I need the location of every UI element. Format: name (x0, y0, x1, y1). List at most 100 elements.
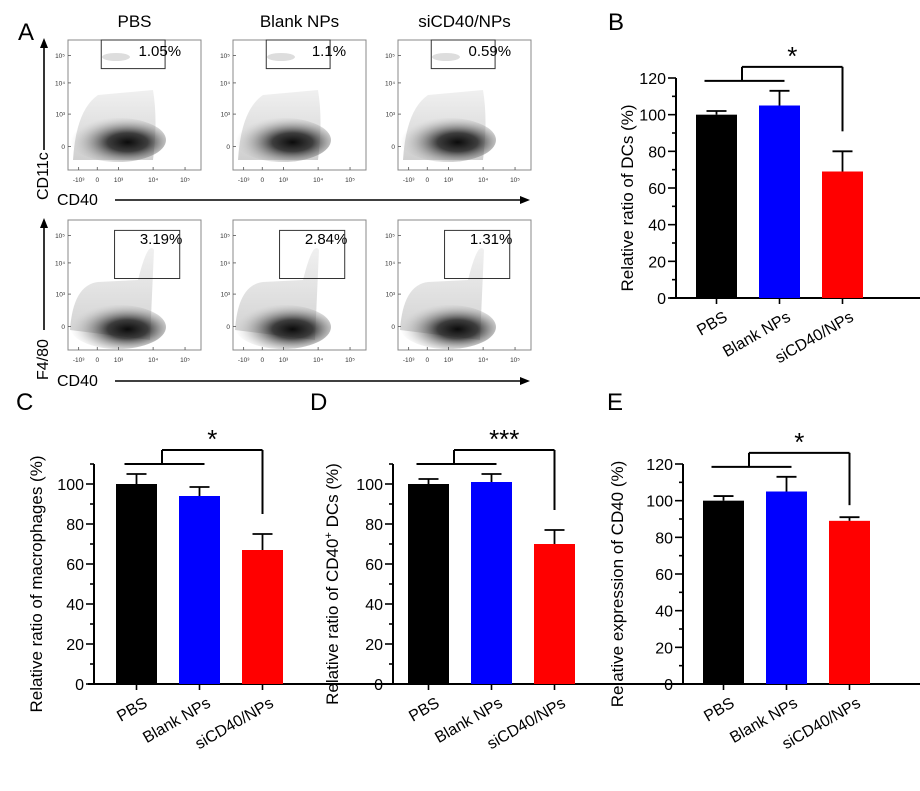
y-tick-label: 120 (639, 71, 666, 88)
y-tick-label: 10⁵ (220, 233, 230, 240)
flow-group-title: siCD40/NPs (418, 12, 511, 31)
significance-stars: *** (489, 424, 519, 454)
x-tick-label: PBS (114, 695, 150, 726)
flow-plot: 10⁵ 10⁴ 10³ 0 -10³ 0 10³ 10⁴ 10⁵ 2.84% (220, 219, 367, 364)
x-tick-label: PBS (406, 695, 442, 726)
x-tick-label: -10³ (403, 357, 415, 364)
y-tick-label: 10³ (221, 292, 231, 299)
flow-plot: 10⁵ 10⁴ 10³ 0 -10³ 0 10³ 10⁴ 10⁵ 1.31% (385, 219, 532, 364)
x-tick-label: 10³ (114, 357, 124, 364)
x-axis-arrowhead-icon (520, 196, 530, 204)
panel-label-c: C (16, 389, 33, 416)
bar-sicd40-nps (534, 544, 575, 684)
bar-pbs (696, 114, 737, 299)
y-tick-label: 10³ (386, 112, 396, 119)
density-core (400, 305, 496, 349)
y-axis-label: Relative ratio of macrophages (%) (27, 455, 46, 712)
flow-plot: 10⁵ 10⁴ 10³ 0 -10³ 0 10³ 10⁴ 10⁵ 1.05% (55, 39, 202, 184)
x-tick-label: 10⁵ (180, 177, 190, 184)
y-tick-label: 40 (66, 597, 84, 614)
flow-group-title: Blank NPs (260, 12, 339, 31)
y-tick-label: 60 (365, 557, 383, 574)
x-tick-label: 10⁴ (148, 357, 158, 364)
significance-stars: * (787, 41, 797, 71)
y-tick-label: 10⁴ (220, 80, 230, 87)
y-tick-label: 20 (655, 640, 673, 657)
x-tick-label: PBS (694, 309, 730, 340)
flow-plot: 10⁵ 10⁴ 10³ 0 -10³ 0 10³ 10⁴ 10⁵ 3.19% (55, 219, 202, 364)
x-tick-label: -10³ (73, 357, 85, 364)
gate-box (430, 39, 496, 70)
y-tick-label: 10³ (386, 292, 396, 299)
y-tick-label: 60 (66, 557, 84, 574)
significance-stars: * (207, 424, 217, 454)
y-tick-label: 20 (648, 254, 666, 271)
x-tick-label: 10³ (444, 177, 454, 184)
x-tick-label: 0 (260, 177, 264, 184)
y-axis-arrowhead-icon (40, 38, 48, 48)
y-tick-label: 10⁵ (385, 53, 395, 60)
bar-pbs (116, 484, 157, 684)
x-tick-label: 10³ (114, 177, 124, 184)
y-tick-label: 10³ (56, 112, 66, 119)
y-tick-label: 0 (61, 324, 65, 331)
gate-percent: 1.05% (139, 43, 182, 60)
y-tick-label: 10⁴ (385, 80, 395, 87)
gate-percent: 1.31% (470, 231, 513, 248)
x-tick-label: 10⁴ (148, 177, 158, 184)
bar-blank-nps (766, 491, 807, 684)
bar-blank-nps (179, 496, 220, 684)
y-tick-label: 10⁴ (55, 260, 65, 267)
x-tick-label: 10³ (444, 357, 454, 364)
bar-sicd40-nps (822, 171, 863, 298)
bar-pbs (408, 484, 449, 684)
bar-blank-nps (759, 105, 800, 298)
panel-label-d: D (310, 389, 327, 416)
y-tick-label: 10⁴ (385, 260, 395, 267)
y-tick-label: 10⁵ (55, 53, 65, 60)
x-tick-label: 0 (260, 357, 264, 364)
bar-sicd40-nps (242, 550, 283, 684)
y-tick-label: 0 (226, 144, 230, 151)
y-tick-label: 0 (391, 144, 395, 151)
x-tick-label: -10³ (73, 177, 85, 184)
x-tick-label: 10⁴ (478, 357, 488, 364)
y-tick-label: 10³ (56, 292, 66, 299)
y-tick-label: 40 (655, 604, 673, 621)
y-tick-label: 60 (648, 181, 666, 198)
y-tick-label: 10⁵ (385, 233, 395, 240)
bar-sicd40-nps (829, 520, 870, 684)
flow-plot: 10⁵ 10⁴ 10³ 0 -10³ 0 10³ 10⁴ 10⁵ 0.59% (385, 39, 532, 184)
x-tick-label: 10⁵ (180, 357, 190, 364)
x-tick-label: 10⁵ (510, 177, 520, 184)
y-tick-label: 80 (655, 530, 673, 547)
x-tick-label: 0 (425, 177, 429, 184)
gate-box (444, 229, 511, 279)
y-tick-label: 100 (639, 108, 666, 125)
x-tick-label: PBS (701, 695, 737, 726)
y-tick-label: 0 (226, 324, 230, 331)
density-core (235, 305, 331, 349)
y-tick-label: 60 (655, 567, 673, 584)
y-axis-label: Relative ratio of DCs (%) (618, 104, 637, 291)
y-tick-label: 10⁵ (55, 233, 65, 240)
x-tick-label: -10³ (403, 177, 415, 184)
significance-stars: * (794, 427, 804, 457)
y-tick-label: 0 (657, 291, 666, 308)
density-gate-cluster (432, 53, 460, 61)
y-tick-label: 10⁴ (55, 80, 65, 87)
x-tick-label: -10³ (238, 357, 250, 364)
y-tick-label: 0 (374, 677, 383, 694)
y-tick-label: 80 (66, 517, 84, 534)
gate-percent: 2.84% (305, 231, 348, 248)
x-tick-label: 10⁴ (478, 177, 488, 184)
x-tick-label: 10⁵ (510, 357, 520, 364)
bar-blank-nps (471, 482, 512, 684)
y-tick-label: 0 (75, 677, 84, 694)
y-tick-label: 10⁴ (220, 260, 230, 267)
y-tick-label: 10⁵ (220, 53, 230, 60)
gate-percent: 3.19% (140, 231, 183, 248)
y-tick-label: 0 (664, 677, 673, 694)
gate-box (279, 229, 346, 279)
